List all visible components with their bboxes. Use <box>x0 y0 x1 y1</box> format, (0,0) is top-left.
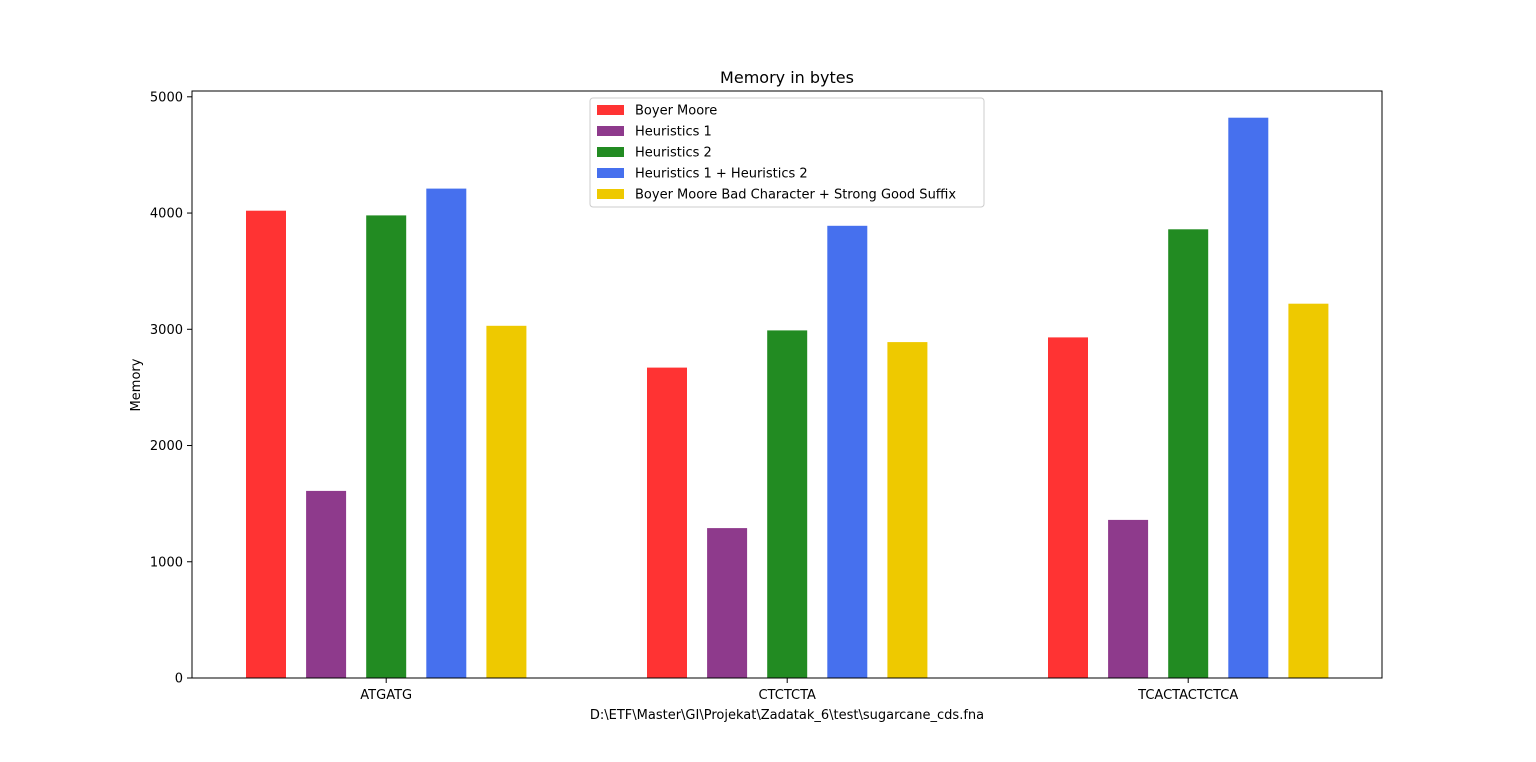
x-tick-label: TCACTACTCTCA <box>1137 688 1238 703</box>
bar-5-3 <box>1288 303 1329 678</box>
bar-1-2 <box>647 367 687 678</box>
legend-label: Heuristics 1 <box>635 125 712 140</box>
y-tick-label: 1000 <box>150 555 183 570</box>
bar-1-3 <box>1048 337 1088 678</box>
y-tick-label: 3000 <box>150 323 183 338</box>
bar-4-2 <box>827 225 868 679</box>
bar-2-1 <box>306 490 347 678</box>
y-tick-label: 0 <box>175 672 183 687</box>
bar-3-1 <box>366 215 407 678</box>
bar-4-1 <box>426 188 467 678</box>
y-tick-label: 2000 <box>150 439 183 454</box>
bar-3-3 <box>1168 229 1209 679</box>
bar-1-1 <box>246 210 286 678</box>
bars-layer <box>246 117 1329 679</box>
bar-5-2 <box>887 342 928 678</box>
y-tick-label: 4000 <box>150 207 183 222</box>
x-tick-label: ATGATG <box>360 688 412 703</box>
legend-frame <box>589 97 985 208</box>
legend-swatch <box>597 105 624 115</box>
chart-title: Memory in bytes <box>720 68 854 87</box>
legend-swatch <box>597 147 624 157</box>
bar-2-3 <box>1108 519 1149 678</box>
x-tick-label: CTCTCTA <box>758 688 816 703</box>
y-tick-label: 5000 <box>150 90 183 105</box>
x-axis: ATGATG CTCTCTA TCACTACTCTCA <box>360 678 1238 703</box>
legend-label: Boyer Moore Bad Character + Strong Good … <box>635 188 956 203</box>
legend: Boyer Moore Heuristics 1 Heuristics 2 Heuri… <box>589 97 985 208</box>
y-axis: 0 1000 2000 3000 4000 5000 <box>150 90 192 687</box>
y-axis-label: Memory <box>129 358 144 411</box>
bar-2-2 <box>707 528 748 678</box>
bar-4-3 <box>1228 117 1269 678</box>
x-axis-label: D:\ETF\Master\GI\Projekat\Zadatak_6\test… <box>590 708 984 723</box>
legend-label: Heuristics 1 + Heuristics 2 <box>635 167 808 182</box>
bar-3-2 <box>767 330 808 678</box>
legend-swatch <box>597 126 624 136</box>
legend-swatch <box>597 168 624 178</box>
legend-label: Heuristics 2 <box>635 146 712 161</box>
bar-5-1 <box>486 325 527 678</box>
legend-swatch <box>597 189 624 199</box>
legend-label: Boyer Moore <box>635 104 717 119</box>
